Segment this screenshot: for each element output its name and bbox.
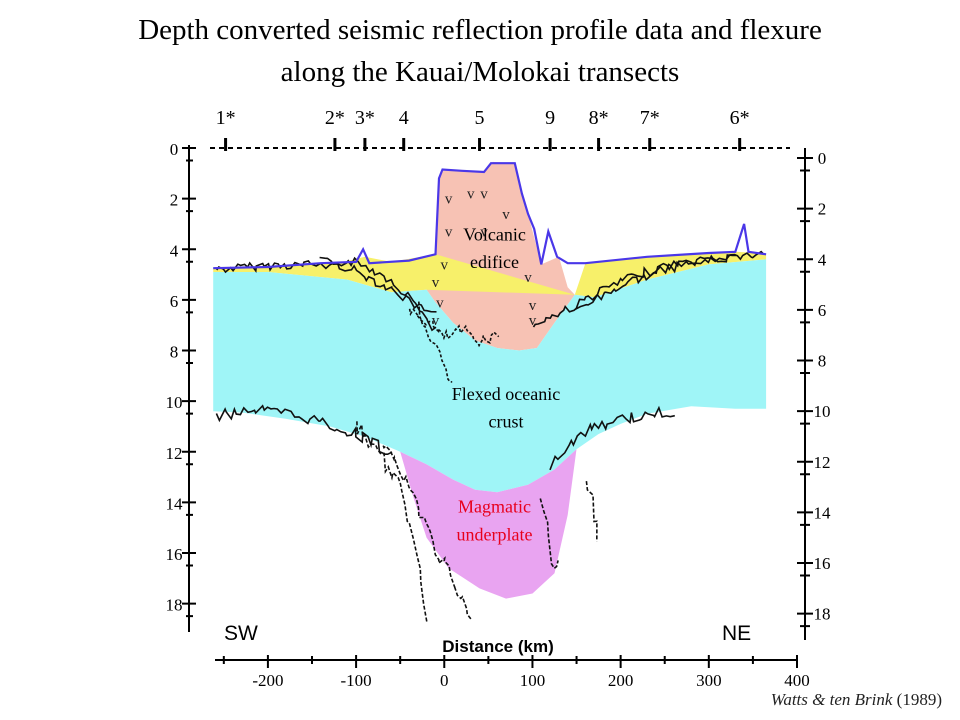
seismic-moho-right [549, 405, 675, 471]
right-depth-tick-label: 0 [818, 149, 827, 168]
v-mark: v [445, 192, 453, 208]
orientation-ne: NE [722, 622, 751, 645]
annotation-label: Volcanic [463, 224, 526, 244]
annotation-label: edifice [470, 252, 519, 272]
v-mark: v [441, 258, 449, 274]
profile-label: 9 [545, 107, 555, 129]
x-axis-label: Distance (km) [442, 637, 553, 656]
right-depth-tick-label: 12 [814, 453, 831, 472]
seismic-deep-left-a [356, 421, 428, 624]
right-depth-tick-label: 6 [818, 301, 827, 320]
chart-title-line-1: Depth converted seismic reflection profi… [138, 14, 822, 46]
x-tick-label: 200 [608, 671, 634, 690]
left-depth-tick-label: 6 [170, 292, 179, 311]
left-depth-tick-label: 4 [170, 241, 179, 260]
seismic-top-left-b [319, 256, 437, 332]
seismic-edifice-left-deep [418, 301, 453, 383]
geologic-layers [213, 161, 767, 599]
v-mark: v [480, 225, 488, 241]
x-tick-label: -100 [341, 671, 372, 690]
seismic-top-right-b [574, 254, 737, 311]
right-depth-tick-label: 10 [814, 402, 831, 421]
citation-year: (1989) [896, 690, 942, 709]
layer-magmatic-underplate [400, 449, 577, 599]
seismic-deep-right-b [585, 481, 598, 542]
profile-markers: 1* 2* 3* 4 5 9 8* 7* 6* [216, 107, 750, 151]
seismic-reflection-traces [215, 250, 764, 624]
layer-flexed-oceanic-crust [213, 259, 767, 493]
v-mark: v [502, 207, 510, 223]
v-mark: v [467, 187, 475, 203]
annotation-label: Flexed oceanic [452, 384, 560, 404]
right-depth-tick-label: 18 [814, 605, 831, 624]
seismic-edifice-base [408, 307, 500, 348]
v-mark: v [436, 295, 444, 311]
v-mark: v [529, 298, 537, 314]
x-tick-label: -200 [252, 671, 283, 690]
left-depth-tick-label: 2 [170, 191, 179, 210]
v-mark: v [432, 313, 440, 329]
profile-label: 2* [325, 107, 345, 129]
citation: Watts & ten Brink (1989) [771, 690, 942, 710]
left-depth-tick-label: 14 [166, 494, 184, 513]
v-mark: v [432, 275, 440, 291]
seafloor-surface [213, 162, 767, 270]
seismic-deep-left-b [382, 445, 472, 620]
profile-label: 3* [355, 107, 375, 129]
chart-title-line-2: along the Kauai/Molokai transects [280, 56, 680, 88]
citation-authors: Watts & ten Brink [770, 690, 893, 709]
profile-label: 1* [216, 107, 236, 129]
annotation-label: Magmatic [458, 497, 531, 517]
profile-label: 5 [475, 107, 485, 129]
left-depth-tick-label: 16 [166, 545, 183, 564]
seismic-deep-right-a [539, 498, 559, 570]
left-depth-tick-label: 8 [170, 343, 179, 362]
x-tick-label: 0 [440, 671, 449, 690]
right-depth-tick-label: 4 [818, 250, 827, 269]
right-depth-tick-label: 16 [814, 554, 831, 573]
left-depth-tick-label: 12 [166, 444, 183, 463]
orientation-sw: SW [224, 622, 258, 645]
right-depth-tick-label: 8 [818, 352, 827, 371]
left-depth-tick-label: 18 [166, 596, 183, 615]
x-tick-label: 400 [784, 671, 810, 690]
v-mark: v [445, 225, 453, 241]
layer-annotations: Volcanic edifice Flexed oceanic crust Magmat… [452, 224, 560, 544]
annotation-label: underplate [457, 524, 533, 544]
profile-label: 8* [589, 107, 609, 129]
x-tick-label: 300 [696, 671, 722, 690]
seismic-moho-left [215, 404, 393, 456]
left-depth-tick-label: 10 [166, 393, 183, 412]
right-depth-tick-label: 2 [818, 200, 827, 219]
profile-label: 6* [730, 107, 750, 129]
profile-label: 7* [640, 107, 660, 129]
x-tick-label: 100 [520, 671, 546, 690]
seismic-top-right-a [532, 250, 764, 328]
annotation-label: crust [489, 412, 524, 432]
layer-volcanic-edifice [426, 161, 575, 351]
seafloor-surface-line [213, 162, 767, 270]
left-depth-tick-label: 0 [170, 140, 179, 159]
v-mark: v [529, 313, 537, 329]
right-depth-tick-label: 14 [814, 503, 832, 522]
v-mark: v [524, 270, 532, 286]
v-mark: v [480, 187, 488, 203]
axis-ticks: 0 2 4 6 8 10 12 14 16 18 0 2 4 6 8 10 12 14 16 18 -200 -100 0 1… [166, 140, 832, 690]
profile-label: 4 [399, 107, 409, 129]
